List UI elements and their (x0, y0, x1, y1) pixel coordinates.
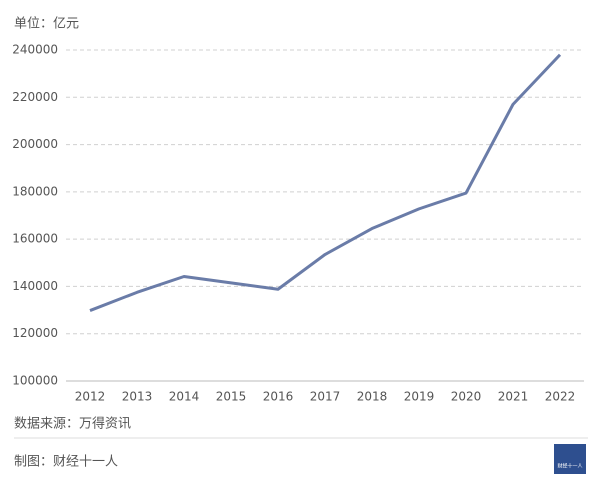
y-tick-label: 120000 (12, 326, 58, 340)
y-tick-label: 220000 (12, 90, 58, 104)
x-tick-label: 2019 (404, 390, 435, 404)
x-tick-label: 2016 (263, 390, 294, 404)
x-tick-label: 2013 (122, 390, 153, 404)
y-tick-label: 140000 (12, 279, 58, 293)
x-tick-label: 2014 (169, 390, 200, 404)
unit-label: 单位：亿元 (14, 17, 79, 32)
x-tick-label: 2022 (545, 390, 576, 404)
y-tick-label: 160000 (12, 232, 58, 246)
x-tick-label: 2015 (216, 390, 247, 404)
logo-text: 财经十一人 (557, 463, 582, 470)
y-tick-label: 180000 (12, 184, 58, 198)
x-tick-label: 2021 (498, 390, 529, 404)
x-tick-label: 2012 (75, 390, 106, 404)
line (89, 53, 562, 312)
y-tick-label: 240000 (12, 43, 58, 57)
x-tick-label: 2018 (357, 390, 388, 404)
y-tick-label: 200000 (12, 137, 58, 151)
x-tick-label: 2020 (451, 390, 482, 404)
y-tick-label: 100000 (12, 374, 58, 388)
x-tick-label: 2017 (310, 390, 341, 404)
source: 数据来源：万得资讯 (14, 416, 131, 432)
credit: 制图：财经十一人 (14, 455, 118, 470)
logo (554, 444, 586, 474)
